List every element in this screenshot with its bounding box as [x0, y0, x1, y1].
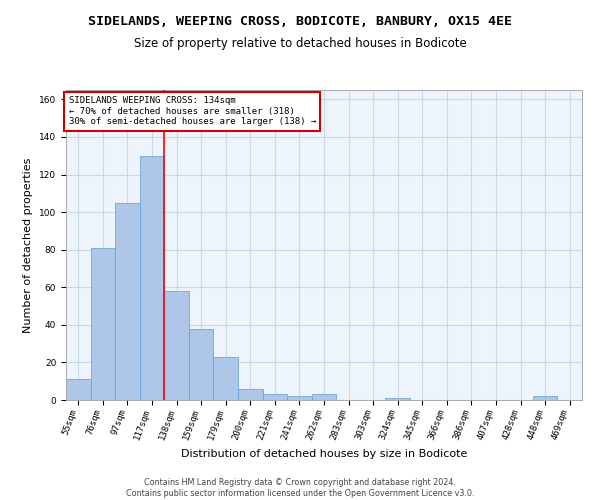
Bar — [91, 248, 115, 400]
Bar — [385, 398, 410, 400]
Bar — [263, 394, 287, 400]
Bar — [189, 328, 214, 400]
Bar — [312, 394, 336, 400]
Text: SIDELANDS, WEEPING CROSS, BODICOTE, BANBURY, OX15 4EE: SIDELANDS, WEEPING CROSS, BODICOTE, BANB… — [88, 15, 512, 28]
Text: Contains HM Land Registry data © Crown copyright and database right 2024.
Contai: Contains HM Land Registry data © Crown c… — [126, 478, 474, 498]
Bar — [115, 202, 140, 400]
Bar — [140, 156, 164, 400]
Bar — [164, 291, 189, 400]
Bar — [214, 357, 238, 400]
Text: Size of property relative to detached houses in Bodicote: Size of property relative to detached ho… — [134, 38, 466, 51]
Bar — [238, 388, 263, 400]
Y-axis label: Number of detached properties: Number of detached properties — [23, 158, 34, 332]
X-axis label: Distribution of detached houses by size in Bodicote: Distribution of detached houses by size … — [181, 450, 467, 460]
Text: SIDELANDS WEEPING CROSS: 134sqm
← 70% of detached houses are smaller (318)
30% o: SIDELANDS WEEPING CROSS: 134sqm ← 70% of… — [68, 96, 316, 126]
Bar — [287, 396, 312, 400]
Bar — [533, 396, 557, 400]
Bar — [66, 380, 91, 400]
